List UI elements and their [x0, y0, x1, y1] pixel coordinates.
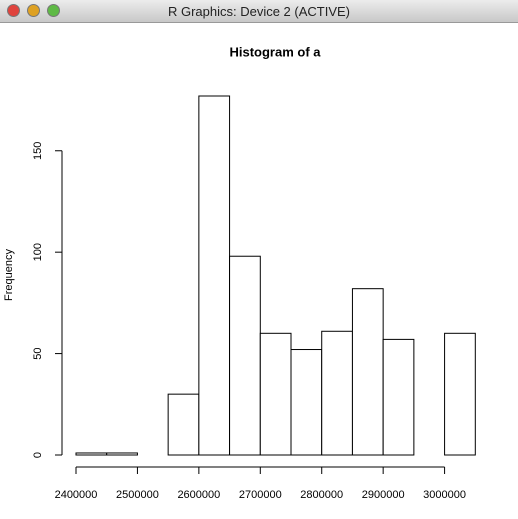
y-tick-label: 50: [32, 347, 44, 359]
chart-title: Histogram of a: [229, 44, 321, 59]
window-title: R Graphics: Device 2 (ACTIVE): [167, 4, 351, 19]
x-tick-label: 2400000: [55, 489, 98, 501]
y-tick-label: 150: [32, 142, 44, 160]
x-tick-label: 2500000: [116, 489, 159, 501]
bar: [444, 332, 476, 456]
bar: [290, 349, 323, 456]
x-tick-label: 2600000: [177, 489, 220, 501]
y-axis-label: Frequency: [3, 249, 15, 301]
bar: [321, 330, 353, 456]
bar: [75, 452, 108, 456]
x-tick-label: 3000000: [423, 489, 466, 501]
bar: [259, 332, 292, 456]
x-tick-label: 2700000: [239, 489, 282, 501]
title-bar: R Graphics: Device 2 (ACTIVE): [0, 0, 518, 23]
bar: [198, 95, 231, 456]
y-tick-label: 100: [32, 243, 44, 261]
minimize-button[interactable]: [27, 4, 40, 17]
bar: [351, 288, 384, 456]
bar: [106, 452, 138, 456]
bar: [382, 338, 415, 456]
bar: [167, 393, 200, 456]
x-tick-label: 2800000: [300, 489, 343, 501]
zoom-button[interactable]: [47, 4, 60, 17]
close-button[interactable]: [7, 4, 20, 17]
x-tick-label: 2900000: [362, 489, 405, 501]
y-tick-label: 0: [32, 452, 44, 458]
bar: [229, 255, 261, 456]
chart: Histogram of a Frequency 0 50 100 150 240000…: [3, 44, 476, 501]
